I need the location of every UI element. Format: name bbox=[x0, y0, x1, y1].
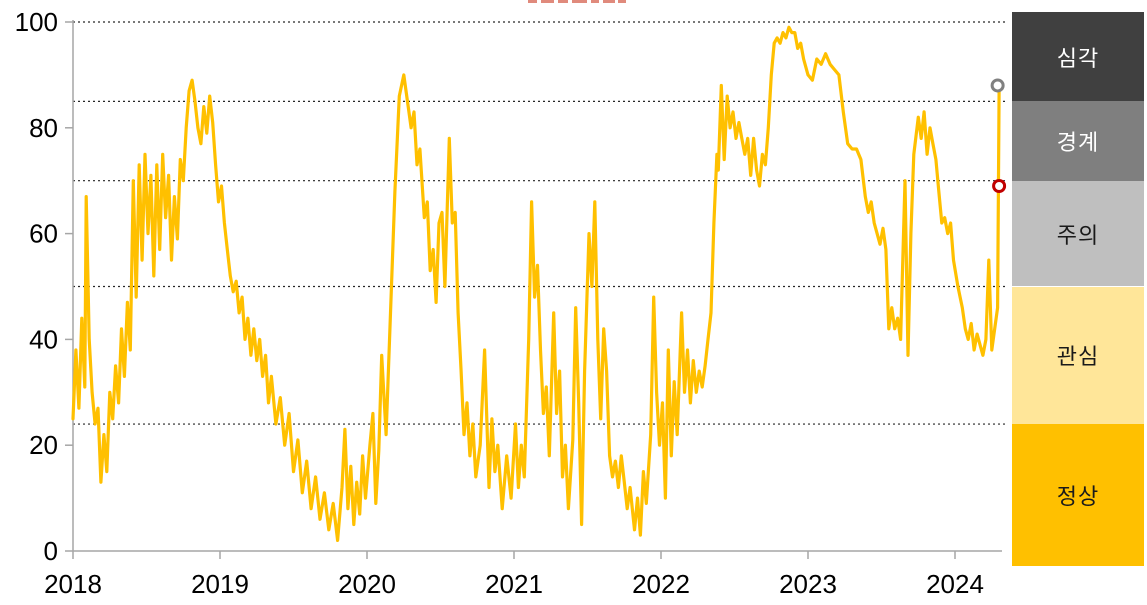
cropped-title-fragment bbox=[572, 0, 587, 3]
y-axis-label-20: 20 bbox=[29, 430, 58, 460]
y-axis-label-100: 100 bbox=[15, 7, 58, 37]
cropped-title-fragment bbox=[591, 0, 599, 3]
x-axis-label-2021: 2021 bbox=[485, 569, 543, 599]
y-axis-label-0: 0 bbox=[44, 536, 58, 566]
y-axis-label-60: 60 bbox=[29, 219, 58, 249]
cropped-title-fragment bbox=[541, 0, 554, 3]
stress-index-line bbox=[71, 25, 1001, 543]
cropped-title-fragment bbox=[528, 0, 537, 3]
x-axis-label-2019: 2019 bbox=[191, 569, 249, 599]
end-marker-red bbox=[992, 178, 1007, 193]
x-axis-label-2018: 2018 bbox=[44, 569, 102, 599]
x-axis-label-2022: 2022 bbox=[632, 569, 690, 599]
cropped-title-fragment bbox=[603, 0, 615, 3]
y-axis-label-40: 40 bbox=[29, 324, 58, 354]
end-marker-gray bbox=[990, 78, 1005, 93]
x-axis-label-2020: 2020 bbox=[338, 569, 396, 599]
x-axis-label-2023: 2023 bbox=[779, 569, 837, 599]
y-axis-label-80: 80 bbox=[29, 113, 58, 143]
cropped-title-fragment bbox=[618, 0, 626, 3]
cropped-title-fragment bbox=[558, 0, 568, 3]
x-axis-label-2024: 2024 bbox=[926, 569, 984, 599]
